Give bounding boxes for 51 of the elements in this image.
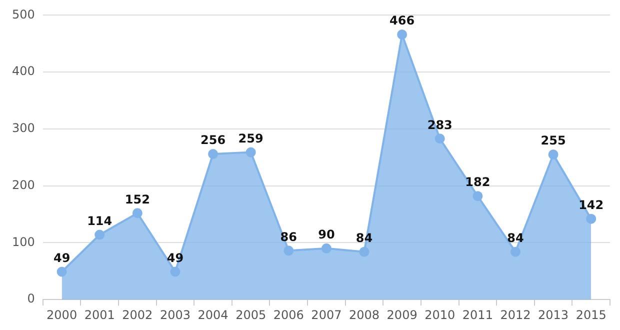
- point: [397, 30, 408, 40]
- data-label: 86: [280, 230, 297, 244]
- point: [359, 246, 370, 257]
- x-tick-label: 2012: [500, 308, 531, 322]
- x-tick-label: 2010: [424, 308, 456, 322]
- data-label: 49: [166, 250, 184, 265]
- point: [284, 246, 294, 256]
- point: [170, 266, 180, 277]
- data-label: 256: [200, 133, 226, 148]
- x-tick-label: 2003: [160, 308, 190, 322]
- data-label: 152: [124, 192, 150, 206]
- data-label: 114: [87, 214, 112, 228]
- x-tick-label: 2000: [46, 308, 78, 322]
- point: [94, 230, 105, 240]
- y-tick-label: 0: [27, 292, 35, 306]
- point: [321, 243, 332, 254]
- x-tick-label: 2002: [122, 308, 153, 322]
- x-tick-label: 2001: [84, 308, 115, 322]
- point: [246, 147, 256, 158]
- data-label: 182: [465, 175, 490, 190]
- y-tick-label: 100: [12, 234, 35, 249]
- point: [56, 266, 67, 277]
- data-label: 466: [390, 14, 415, 28]
- x-tick-label: 2006: [273, 308, 304, 322]
- point: [132, 208, 142, 218]
- x-tick-label: 2015: [576, 308, 606, 322]
- point: [472, 191, 483, 202]
- x-tick-label: 2011: [462, 308, 493, 322]
- data-label: 255: [540, 134, 566, 148]
- point: [586, 214, 596, 224]
- data-label: 90: [318, 228, 335, 242]
- point: [510, 246, 520, 257]
- point: [208, 148, 218, 159]
- point: [548, 150, 558, 160]
- x-tick-label: 2007: [311, 308, 342, 322]
- y-tick-label: 500: [12, 7, 35, 22]
- x-tick-label: 2009: [386, 308, 418, 322]
- x-tick-label: 2005: [236, 308, 266, 322]
- x-tick-label: 2013: [538, 308, 569, 322]
- y-tick-label: 200: [12, 178, 35, 192]
- data-label: 49: [53, 250, 70, 265]
- data-label: 259: [238, 131, 264, 146]
- data-label: 84: [356, 230, 373, 245]
- point: [434, 134, 445, 144]
- data-label: 84: [507, 230, 524, 245]
- x-tick-label: 2004: [198, 308, 228, 322]
- x-tick-label: 2008: [348, 308, 380, 322]
- data-label: 283: [427, 118, 452, 132]
- data-label: 142: [578, 198, 604, 212]
- y-tick-label: 300: [12, 121, 35, 136]
- y-tick-label: 400: [12, 64, 35, 78]
